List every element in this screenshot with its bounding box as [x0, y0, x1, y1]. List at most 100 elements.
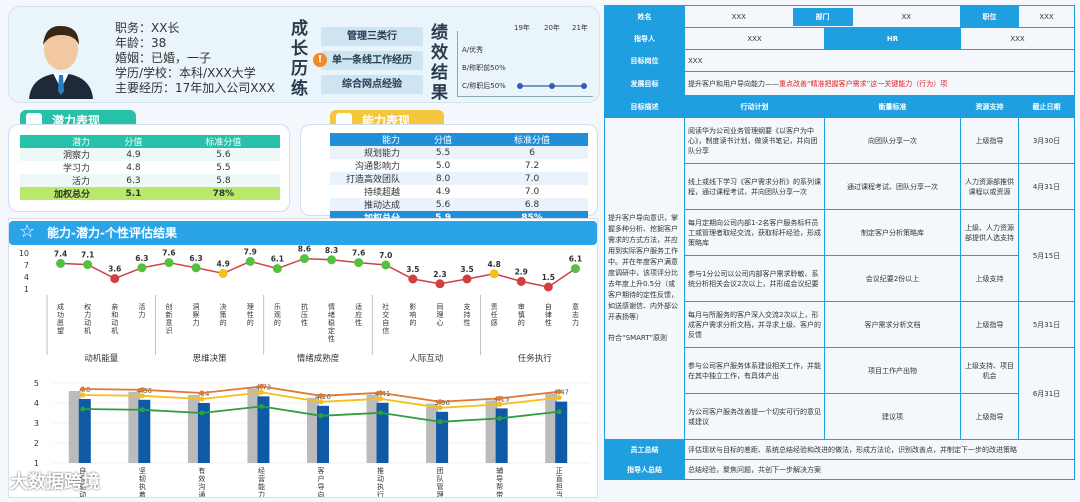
- overlay-point: [378, 396, 384, 402]
- dimension-point: [381, 260, 391, 270]
- growth-item-manage: 管理三类行: [321, 27, 423, 46]
- dimension-value-label: 4.9: [217, 259, 230, 268]
- bar-category-label: 队: [437, 474, 444, 483]
- dimension-label: 性: [355, 318, 362, 327]
- dimension-label: 性: [301, 318, 308, 327]
- dimension-label: 洞: [193, 302, 200, 311]
- dimension-label: 活: [138, 302, 145, 311]
- dimension-label: 绪: [328, 310, 335, 319]
- dimension-label: 理: [436, 311, 443, 319]
- year-19: 19年: [514, 24, 530, 32]
- standard-bar: [485, 400, 498, 463]
- bar-category-label: 动: [377, 474, 384, 483]
- bar-category-label: 正: [556, 467, 563, 475]
- group-label: 任务执行: [518, 353, 553, 364]
- profile-line-experience: 主要经历：17年加入公司XXX: [115, 81, 275, 95]
- bar-category-label: 我: [79, 474, 86, 483]
- dimension-label: 支: [464, 302, 471, 311]
- dimension-label: 社: [382, 302, 389, 311]
- dimension-point: [272, 264, 282, 274]
- bar-category-label: 户: [318, 474, 325, 483]
- star-icon: ☆: [19, 221, 36, 242]
- development-plan-table: 姓名 XXX 部门 XX 职位 XXX 指导人 XXX HR XXX 目标岗位 …: [604, 5, 1076, 480]
- dimension-label: 信: [382, 326, 389, 335]
- table-row: 规划能力 5.5 6: [330, 146, 588, 159]
- score-bar: [317, 405, 329, 463]
- plan-col-header: 目标描述 行动计划 衡量标准 资源支持 截止日期: [604, 95, 1076, 118]
- table-row: 沟通影响力 5.0 7.2: [354, 160, 540, 173]
- y-tick-label: 4: [24, 273, 29, 282]
- score-bar: [495, 408, 508, 463]
- competency-bar-chart: 543214.64.564.44.734.264.413.964.134.47自…: [34, 379, 589, 497]
- dimension-value-label: 6.3: [135, 254, 148, 263]
- bar-category-label: 帮: [496, 482, 503, 491]
- dimension-point: [354, 258, 364, 268]
- profile-line-marriage: 婚姻：已婚，一子: [115, 51, 212, 65]
- dimension-label: 策: [220, 310, 227, 319]
- dimension-label: 识: [165, 327, 172, 335]
- dimension-label: 同: [436, 303, 443, 311]
- dimension-label: 的: [220, 318, 227, 327]
- dimension-label: 性: [545, 318, 552, 327]
- overlay-point: [497, 415, 503, 421]
- dimension-label: 感: [491, 318, 498, 327]
- group-label: 动机能量: [84, 353, 119, 364]
- dev-value: 提升客户和用户导向能力——重点改善“精准把握客户需求”这一关键能力（行为）项: [683, 71, 1076, 96]
- bar-category-label: 动: [79, 490, 86, 497]
- bar-category-label: 执: [139, 482, 146, 491]
- dimension-label: 愿: [57, 319, 64, 327]
- dimension-point: [110, 274, 120, 284]
- table-row: 参与公司客户服务体系建设相关工作，并能在其中独立工作，有具体产出 项目工作产出物上…: [605, 347, 1076, 440]
- dimension-label: 定: [328, 326, 335, 335]
- overlay-point: [497, 401, 503, 407]
- dimension-value-label: 2.3: [433, 270, 446, 279]
- bar-y-tick-label: 3: [34, 419, 39, 428]
- dept-label: 部门: [792, 7, 853, 26]
- dimension-label: 观: [274, 311, 281, 319]
- score-bar: [197, 403, 210, 463]
- bar-category-label: 着: [139, 490, 146, 497]
- dimension-value-label: 6.3: [189, 254, 202, 263]
- y-tick-label: 1: [24, 285, 29, 294]
- overlay-point: [139, 393, 145, 399]
- plan-row-self-summary: 员工总结 评估现状与目标的差距、系统总结经验和改进的做法，形成方法论，识别改善点…: [604, 439, 1076, 460]
- ability-header-row: 能力 分值 标准分值: [330, 133, 588, 146]
- dimension-label: 稳: [328, 318, 335, 327]
- dimension-label: 察: [193, 310, 200, 319]
- growth-item-branch: 综合网点经验: [321, 75, 423, 94]
- dimension-label: 应: [355, 310, 362, 319]
- perf-row-a: A/优秀: [462, 46, 484, 54]
- standard-bar: [545, 393, 558, 463]
- smart-note: 符合“SMART”原则: [608, 334, 668, 342]
- dimension-label: 责: [491, 302, 498, 311]
- bar-category-label: 推: [377, 466, 384, 475]
- standard-bar: [366, 394, 379, 463]
- dimension-label: 力: [193, 318, 200, 327]
- eval-charts: 10 7 4 1 7.4 7.1 3.6 6.3 7.6 6.3 4.9 7.9 6.1 8.6 8.3 7.…: [19, 245, 589, 497]
- dimension-line: [60, 257, 576, 288]
- dimension-label: 情: [328, 302, 335, 311]
- table-row: 参与1分公司以公司内部客户需求聆敏、系统分析相关会议2次以上，并形成会议纪要 会议…: [605, 255, 1075, 302]
- mentor-label: 指导人: [604, 27, 685, 50]
- ability-panel: [300, 124, 598, 216]
- dimension-label: 抗: [301, 302, 308, 311]
- dimension-label: 意: [165, 318, 172, 327]
- bar-category-label: 担: [556, 482, 563, 491]
- plan-row-mentor-summary: 指导人总结 总结经验，聚焦问题，共创下一步解决方案: [604, 459, 1076, 480]
- dimension-value-label: 7.6: [162, 249, 175, 258]
- dimension-label: 性: [464, 318, 471, 327]
- dimension-value-label: 3.5: [460, 265, 473, 274]
- table-row: 打造高效团队 8.0 7.0: [330, 172, 588, 185]
- dev-label: 发展目标: [604, 71, 685, 96]
- score-bar: [436, 411, 449, 463]
- dimension-label: 的: [274, 318, 281, 327]
- dimension-point: [408, 274, 418, 284]
- name-value: XXX: [731, 12, 746, 21]
- dimension-point: [489, 269, 499, 279]
- dimension-label: 理: [247, 303, 254, 311]
- score-bar: [138, 399, 151, 463]
- y-tick-label: 7: [24, 261, 29, 270]
- bar-category-label: 导: [318, 483, 325, 491]
- profile-line-education: 学历/学校：本科/XXX大学: [115, 66, 256, 80]
- perf-row-b: B/称职前50%: [462, 64, 506, 72]
